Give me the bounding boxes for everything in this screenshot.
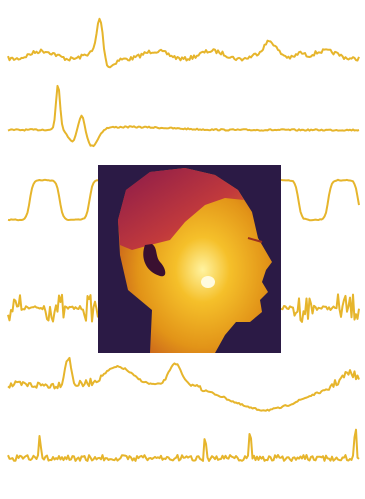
illustration: [0, 0, 365, 499]
thermal-portrait: [98, 165, 281, 353]
page: (() => { const data = JSON.parse(documen…: [0, 0, 365, 499]
hot-spot: [201, 276, 215, 288]
